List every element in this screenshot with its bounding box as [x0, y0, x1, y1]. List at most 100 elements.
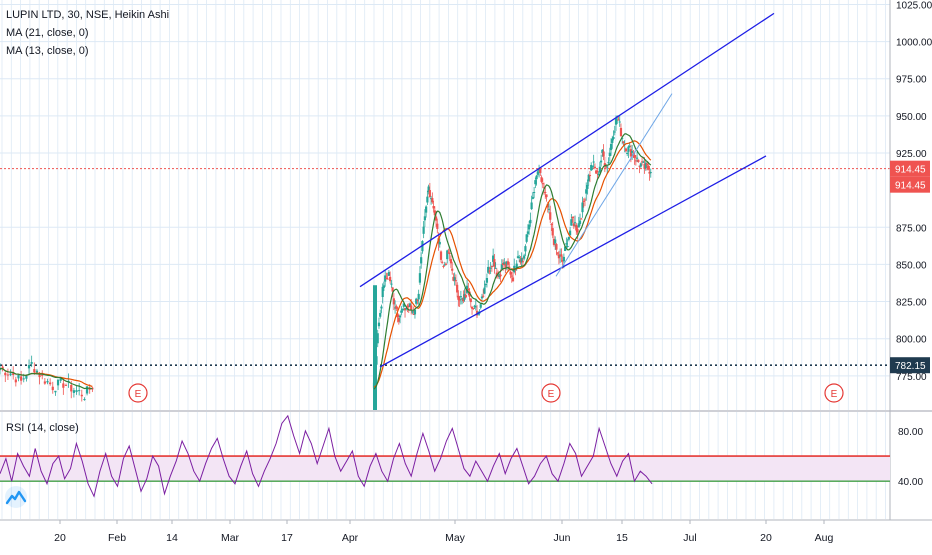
candle-body	[80, 394, 83, 397]
candle-body	[500, 264, 503, 270]
candle-body	[554, 239, 557, 244]
candle-body	[463, 294, 466, 300]
candle-body	[78, 390, 81, 392]
candle-body	[380, 306, 383, 309]
candle-body	[606, 166, 609, 168]
candle-body	[559, 255, 562, 257]
earnings-marker[interactable]: E	[128, 383, 148, 403]
candle-body	[35, 370, 39, 373]
time-tick-label: 15	[616, 532, 628, 544]
candle-body	[479, 304, 482, 308]
candle-body	[498, 274, 501, 277]
candle-body	[377, 322, 381, 327]
candle-body	[487, 266, 490, 273]
candle-body	[639, 163, 642, 167]
rsi-pane[interactable]: RSI (14, close) 80.00 40.00	[0, 412, 923, 519]
candle-body	[85, 386, 89, 394]
candle-body	[462, 297, 465, 302]
candle-body	[598, 166, 601, 173]
candle-body	[403, 308, 407, 311]
candle-body	[33, 369, 36, 373]
candle-body	[524, 246, 527, 252]
candle-body	[557, 254, 561, 259]
earnings-marker[interactable]: E	[541, 383, 561, 403]
rsi-tick-label: 80.00	[898, 427, 923, 438]
candle-body	[640, 161, 644, 163]
candle-body	[535, 175, 538, 180]
earnings-marker-label: E	[135, 389, 142, 400]
time-tick-label: Aug	[815, 532, 834, 544]
candle-body	[438, 241, 441, 245]
candle-body	[549, 212, 552, 220]
candle-body	[485, 277, 489, 283]
candle-body	[488, 270, 491, 272]
candle-body	[521, 261, 525, 263]
trend-channel[interactable]	[359, 12, 775, 368]
rsi-title[interactable]: RSI (14, close)	[6, 422, 79, 434]
candle-body	[592, 161, 595, 163]
candle-body	[632, 154, 635, 157]
candle-body	[510, 275, 513, 277]
price-tick-label: 800.00	[896, 335, 927, 346]
candle-body	[62, 383, 65, 388]
candle-body	[56, 379, 60, 386]
candle-body	[452, 276, 455, 281]
price-label-text: 914.45	[895, 165, 926, 176]
candle-body	[544, 192, 547, 194]
candle-body	[4, 372, 7, 376]
channel-upper-line[interactable]	[359, 12, 775, 288]
candle-body	[587, 174, 590, 182]
candle-body	[493, 259, 496, 267]
price-tick-label: 950.00	[896, 112, 927, 123]
candle-body	[552, 238, 556, 245]
candle-body	[523, 255, 526, 259]
candle-body	[418, 273, 422, 283]
candle-body	[473, 305, 476, 307]
candle-body	[551, 228, 554, 236]
candle-body	[647, 165, 650, 170]
candle-body	[505, 261, 508, 265]
candle-body	[474, 306, 477, 308]
candle-body	[64, 384, 68, 386]
ma-13-label[interactable]: MA (13, close, 0)	[6, 45, 89, 57]
channel-lower-line[interactable]	[379, 155, 767, 368]
candle-body	[490, 266, 494, 268]
candle-body	[637, 159, 640, 163]
candle-body	[402, 303, 405, 307]
price-tick-label: 925.00	[896, 149, 927, 160]
time-axis[interactable]: 20 Feb 14 Mar 17 Apr May Jun 15 Jul 20 Aug	[0, 519, 932, 544]
candle-body	[22, 378, 25, 380]
candle-body	[571, 216, 574, 218]
candle-body	[570, 219, 573, 226]
ma-21-label[interactable]: MA (21, close, 0)	[6, 27, 89, 39]
candle-body	[373, 285, 377, 410]
price-axis[interactable]: 775.00 800.00 825.00 850.00 875.00 925.00 950.…	[889, 0, 932, 520]
candle-body	[391, 287, 394, 292]
candle-body	[482, 295, 485, 297]
price-tick-label: 850.00	[896, 260, 927, 271]
earnings-marker-label: E	[831, 389, 838, 400]
candle-body	[622, 141, 625, 143]
candle-body	[588, 175, 592, 177]
candle-body	[20, 376, 23, 381]
candle-body	[603, 163, 606, 166]
candle-body	[38, 374, 41, 378]
candle-body	[617, 119, 620, 121]
candle-body	[475, 310, 479, 316]
candle-body	[514, 269, 517, 271]
candle-body	[381, 286, 384, 298]
candle-body	[465, 285, 469, 293]
candle-body	[607, 161, 610, 164]
tradingview-logo-icon[interactable]	[5, 486, 27, 508]
inner-trend-line[interactable]	[555, 93, 673, 277]
candle-body	[539, 168, 542, 173]
main-plot-area[interactable]	[0, 0, 890, 410]
candle-body	[407, 306, 410, 308]
price-tick-label: 775.00	[896, 372, 927, 383]
candle-body	[483, 287, 486, 294]
main-pane[interactable]: E E E LUPIN LTD, 30, NSE, Heikin Ashi MA (…	[0, 0, 890, 410]
ma-13-line	[0, 367, 93, 390]
earnings-marker[interactable]: E	[824, 383, 844, 403]
candle-body	[612, 137, 615, 139]
